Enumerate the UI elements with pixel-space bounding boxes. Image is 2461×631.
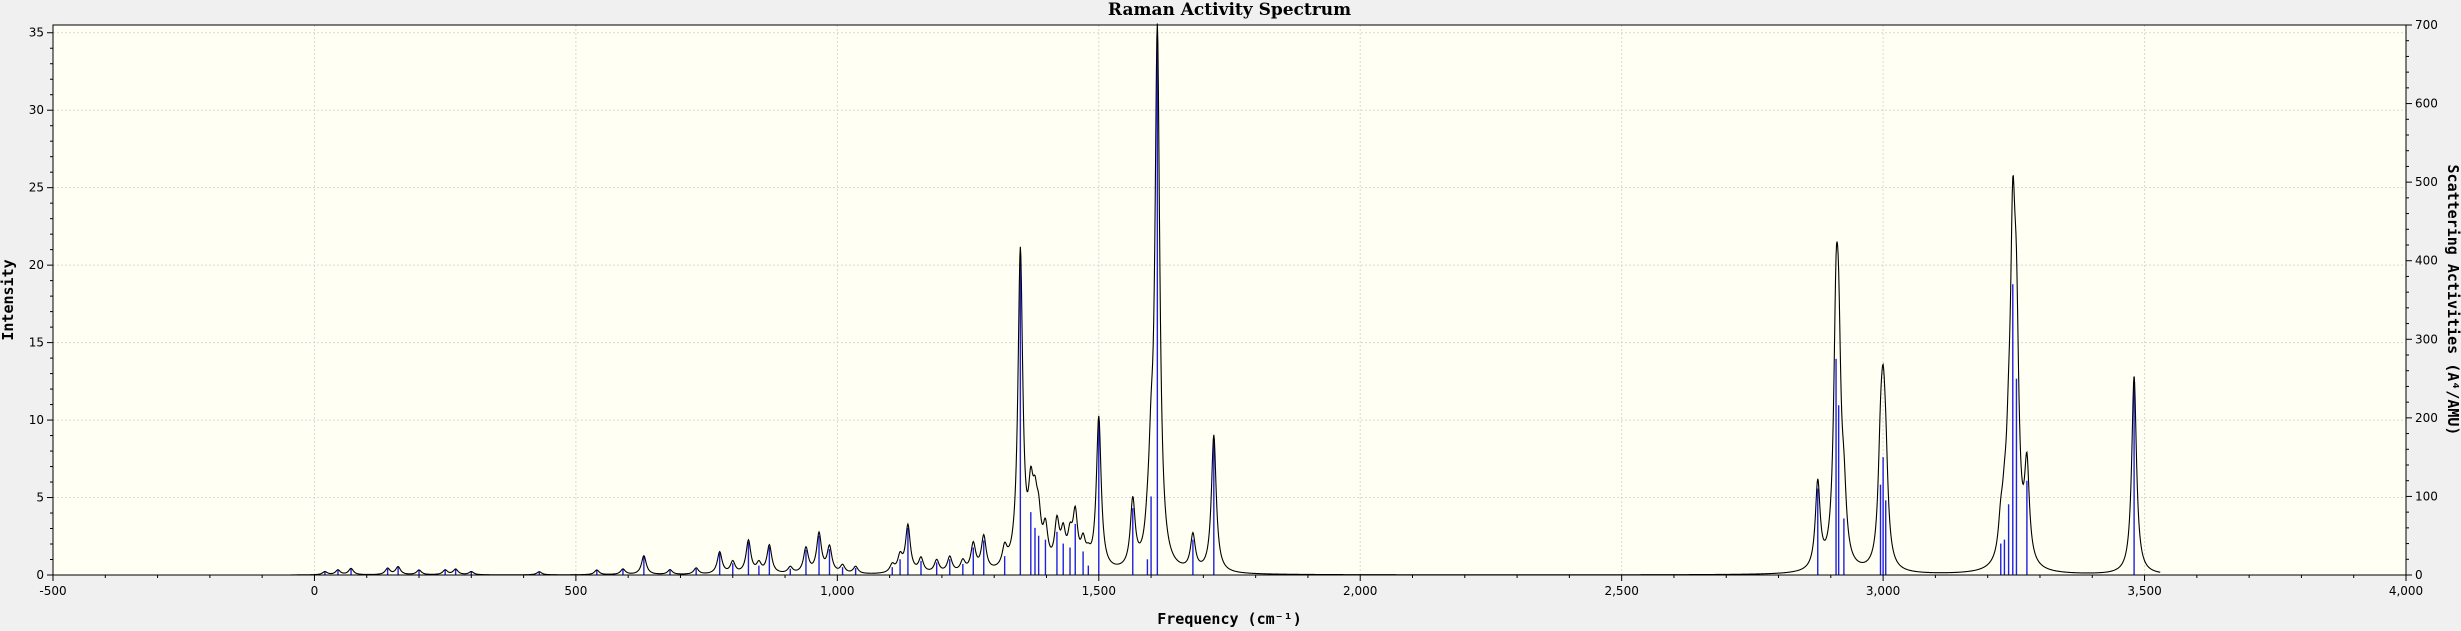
y2-tick-label: 0 xyxy=(2415,568,2423,582)
y-tick-label: 5 xyxy=(36,491,44,505)
plot-frame xyxy=(52,24,2407,576)
y-tick-label: 35 xyxy=(29,26,44,40)
x-tick-label: 0 xyxy=(311,584,319,598)
spectrum-line xyxy=(290,23,2161,576)
grid-lines xyxy=(53,25,2406,575)
y-tick-label: 20 xyxy=(29,258,44,272)
axes: -500 0 500 1,000 1,500 2,000 2,500 3,000 3,500 4,… xyxy=(29,18,2438,598)
chart-title: Raman Activity Spectrum xyxy=(1108,0,1351,20)
x-tick-label: -500 xyxy=(39,584,66,598)
y2-tick-label: 300 xyxy=(2415,332,2438,346)
y-tick-label: 0 xyxy=(36,568,44,582)
x-tick-label: 500 xyxy=(564,584,587,598)
plot-area xyxy=(53,25,2406,575)
y2-tick-label: 500 xyxy=(2415,175,2438,189)
y-tick-label: 30 xyxy=(29,103,44,117)
x-tick-label: 3,000 xyxy=(1866,584,1900,598)
x-tick-label: 2,000 xyxy=(1343,584,1377,598)
y-tick-label: 10 xyxy=(29,413,44,427)
y2-tick-label: 700 xyxy=(2415,18,2438,32)
y2-tick-label: 400 xyxy=(2415,254,2438,268)
x-axis-label: Frequency (cm⁻¹) xyxy=(1157,610,1302,628)
y2-tick-label: 100 xyxy=(2415,489,2438,503)
y2-axis-label: Scattering Activities (A⁴/AMU) xyxy=(2444,165,2461,436)
x-tick-label: 4,000 xyxy=(2389,584,2423,598)
x-tick-label: 1,500 xyxy=(1082,584,1116,598)
y-axis-label: Intensity xyxy=(0,259,17,340)
y-tick-label: 15 xyxy=(29,336,44,350)
y2-tick-label: 600 xyxy=(2415,97,2438,111)
x-tick-label: 2,500 xyxy=(1604,584,1638,598)
y2-tick-label: 200 xyxy=(2415,411,2438,425)
scattering-sticks xyxy=(324,40,2135,575)
x-tick-label: 1,000 xyxy=(820,584,854,598)
x-tick-label: 3,500 xyxy=(2127,584,2161,598)
y-tick-label: 25 xyxy=(29,181,44,195)
